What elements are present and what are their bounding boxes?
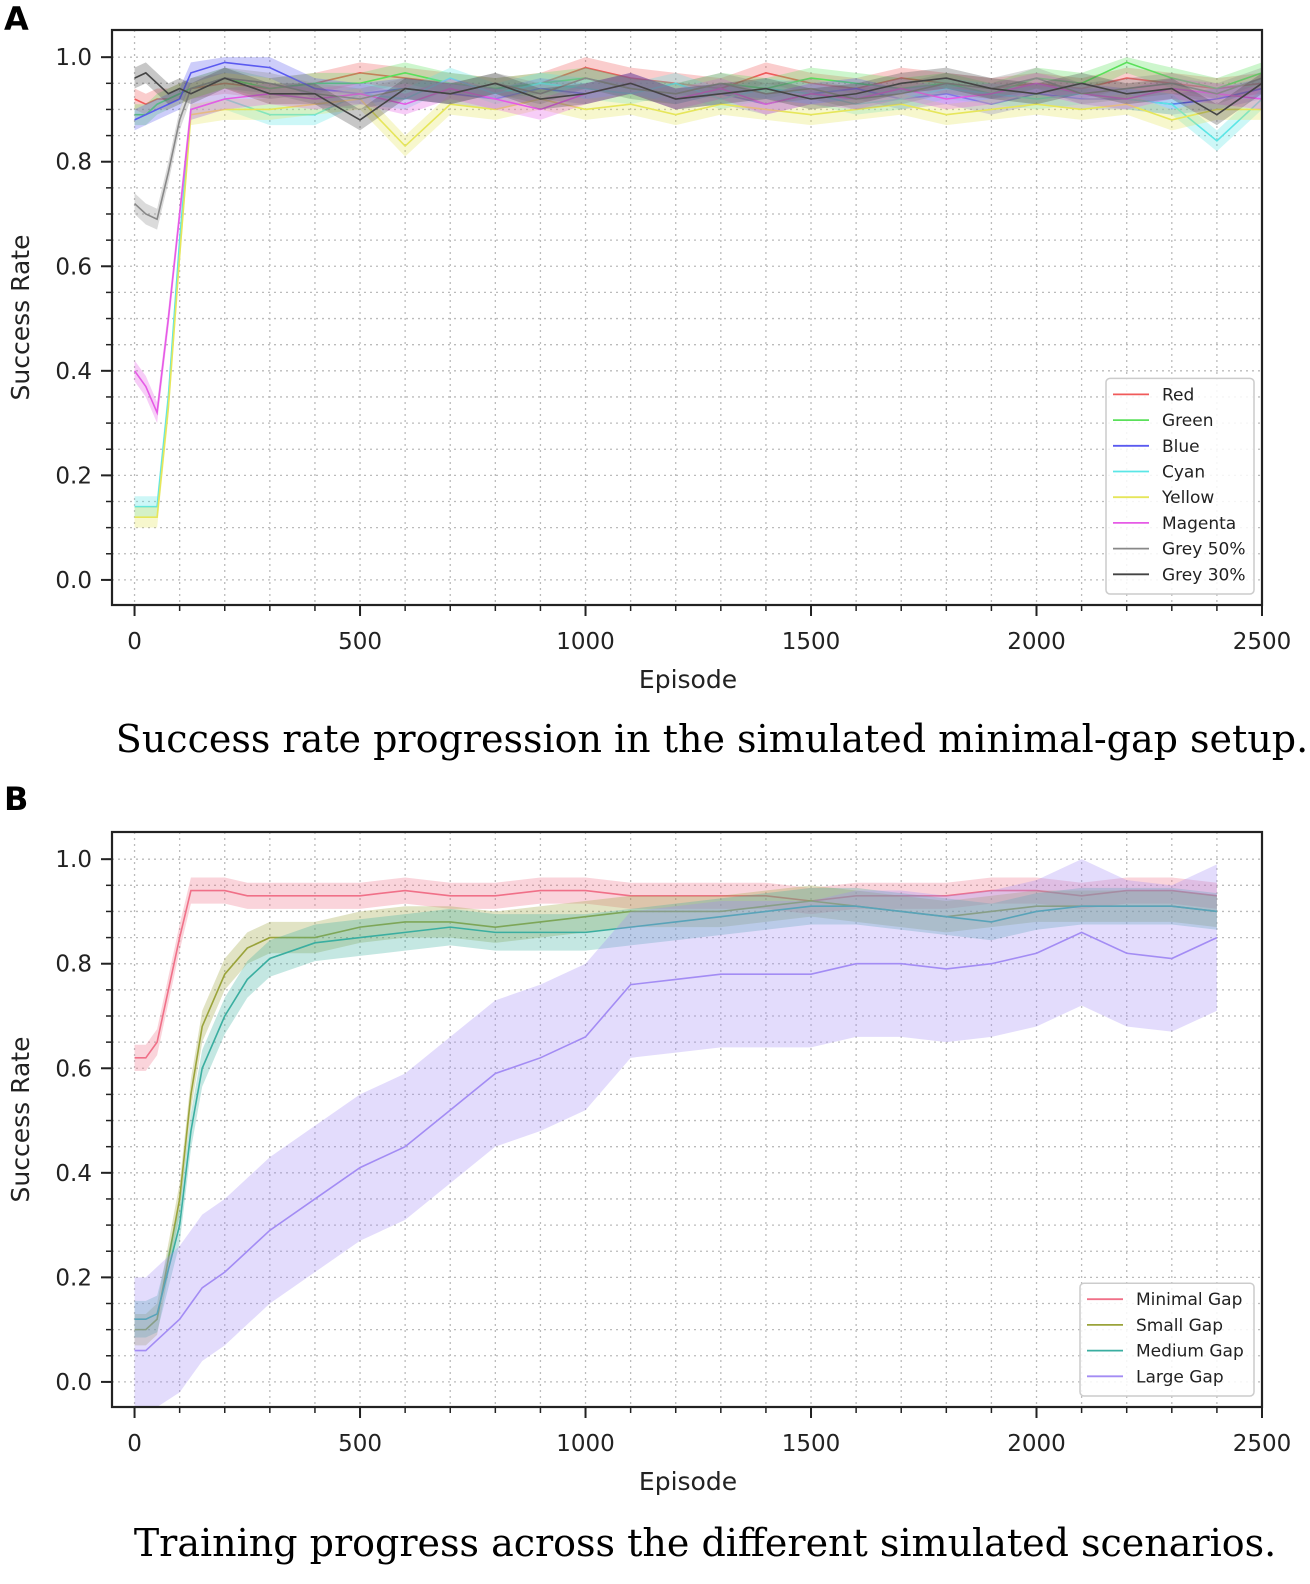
axes-frame xyxy=(110,28,1264,607)
series-line xyxy=(134,71,1263,121)
legend-label: Green xyxy=(1162,411,1213,431)
series-grey-30- xyxy=(134,62,1263,131)
x-tick-label: 1000 xyxy=(556,1431,615,1457)
series-cyan xyxy=(134,67,1263,518)
series-medium-gap xyxy=(134,887,1217,1338)
y-tick-label: 0.0 xyxy=(55,568,92,594)
y-tick-label: 0.6 xyxy=(55,254,92,280)
confidence-band xyxy=(134,67,1262,230)
y-tick-label: 0.6 xyxy=(55,1056,92,1082)
x-tick-label: 2000 xyxy=(1007,1431,1066,1457)
x-tick-label: 2500 xyxy=(1233,629,1292,655)
x-axis-label: Episode xyxy=(639,665,737,694)
x-tick-label: 1500 xyxy=(782,1431,841,1457)
x-tick-label: 1500 xyxy=(782,629,841,655)
panel-label: A xyxy=(4,0,29,38)
series-line xyxy=(134,98,1262,518)
legend-label: Magenta xyxy=(1162,514,1236,534)
y-tick-label: 0.0 xyxy=(55,1370,92,1396)
x-tick-label: 2000 xyxy=(1007,629,1066,655)
series-line xyxy=(134,77,1263,508)
y-tick-label: 0.4 xyxy=(55,359,92,385)
legend: Red Green Blue Cyan Yellow Magenta Grey 50% Gre… xyxy=(1105,377,1255,595)
chart-panel-b: B 0 500 1000 1500 2000 2500 0.0 0.2 0.4 0.6 0.8 1.0 E… xyxy=(4,780,1291,1565)
x-axis-label: Episode xyxy=(639,1467,737,1496)
legend-label: Minimal Gap xyxy=(1136,1290,1242,1310)
legend-label: Grey 30% xyxy=(1162,565,1246,585)
confidence-band xyxy=(134,67,1262,518)
x-tick-label: 500 xyxy=(338,629,382,655)
y-tick-label: 0.2 xyxy=(55,1265,92,1291)
series-large-gap xyxy=(134,859,1218,1407)
confidence-band xyxy=(134,877,1217,1071)
y-axis-label: Success Rate xyxy=(6,1037,35,1203)
y-tick-label: 0.2 xyxy=(55,463,92,489)
legend-label: Red xyxy=(1162,385,1194,405)
confidence-band xyxy=(134,88,1262,528)
y-tick-label: 0.4 xyxy=(55,1161,92,1187)
series-line xyxy=(134,900,1217,1331)
panel-label: B xyxy=(4,780,28,818)
figure-caption: Training progress across the different s… xyxy=(134,1521,1276,1565)
legend-label: Yellow xyxy=(1161,488,1214,508)
series-yellow xyxy=(134,88,1263,528)
confidence-band xyxy=(134,72,1262,424)
x-tick-label: 0 xyxy=(127,629,142,655)
series-line xyxy=(134,889,1217,1059)
legend-label: Medium Gap xyxy=(1136,1342,1244,1362)
legend-box xyxy=(1079,1282,1255,1397)
series-line xyxy=(134,905,1217,1320)
series-magenta xyxy=(133,72,1263,424)
legend-label: Blue xyxy=(1162,437,1200,457)
x-tick-label: 2500 xyxy=(1233,1431,1292,1457)
legend-box xyxy=(1105,377,1255,595)
legend: Minimal Gap Small Gap Medium Gap Large Gap xyxy=(1079,1282,1255,1397)
chart-panel-a: A 0 500 1000 1500 2000 2500 0.0 0.2 0.4 0.6 0.8 1.0 E… xyxy=(4,0,1308,761)
legend-label: Small Gap xyxy=(1136,1316,1223,1336)
x-tick-label: 0 xyxy=(127,1431,142,1457)
x-tick-label: 500 xyxy=(338,1431,382,1457)
legend-label: Grey 50% xyxy=(1162,540,1246,560)
series-minimal-gap xyxy=(134,877,1217,1071)
series-line xyxy=(134,931,1218,1352)
axes-frame xyxy=(110,830,1264,1409)
legend-label: Cyan xyxy=(1162,463,1205,483)
series-small-gap xyxy=(134,885,1217,1346)
y-tick-label: 1.0 xyxy=(55,45,92,71)
y-axis-label: Success Rate xyxy=(6,235,35,401)
confidence-band xyxy=(134,859,1217,1407)
legend-label: Large Gap xyxy=(1136,1367,1224,1387)
x-tick-label: 1000 xyxy=(556,629,615,655)
y-tick-label: 0.8 xyxy=(55,952,92,978)
series-line xyxy=(133,82,1263,416)
y-tick-label: 0.8 xyxy=(55,150,92,176)
y-tick-label: 1.0 xyxy=(55,847,92,873)
figure-caption: Success rate progression in the simulate… xyxy=(116,717,1308,761)
